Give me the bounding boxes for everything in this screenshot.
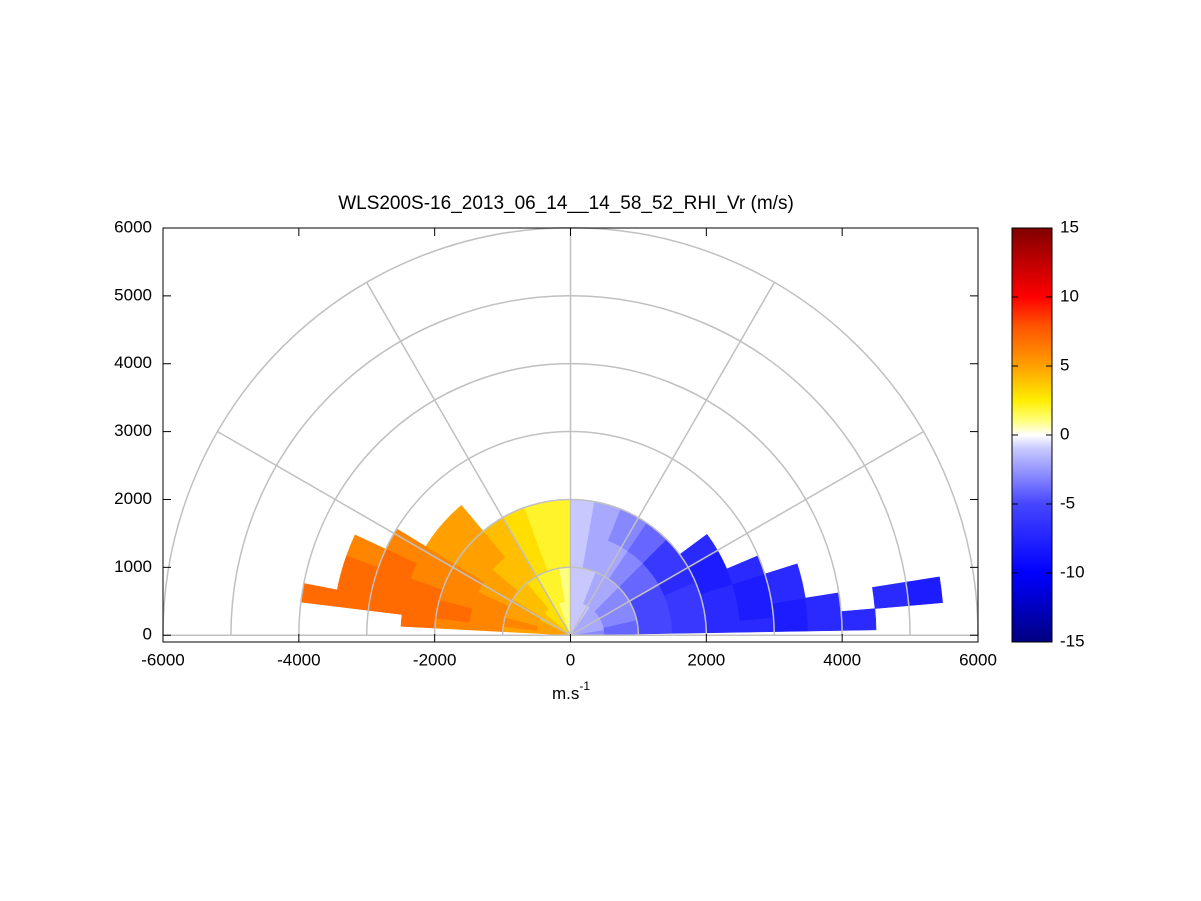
- y-tick-label: 3000: [114, 421, 152, 440]
- y-tick-label: 5000: [114, 285, 152, 304]
- x-tick-label: -6000: [141, 650, 184, 669]
- colorbar-tick-label: 0: [1060, 424, 1069, 443]
- y-tick-label: 2000: [114, 489, 152, 508]
- polar-spoke: [570, 430, 924, 636]
- polar-spoke: [217, 430, 571, 636]
- colorbar-tick-label: -15: [1060, 631, 1085, 650]
- colorbar-tick-label: 10: [1060, 286, 1079, 305]
- colorbar-tick-label: -10: [1060, 562, 1085, 581]
- x-tick-label: -2000: [413, 650, 456, 669]
- x-tick-label: 0: [566, 650, 575, 669]
- x-tick-label: 4000: [823, 650, 861, 669]
- chart-title: WLS200S-16_2013_06_14__14_58_52_RHI_Vr (…: [338, 193, 794, 214]
- colorbar-tick-label: 5: [1060, 355, 1069, 374]
- velocity-cell: [807, 611, 843, 632]
- x-tick-label: -4000: [277, 650, 320, 669]
- colorbar-tick-label: -5: [1060, 493, 1075, 512]
- y-tick-label: 0: [143, 625, 152, 644]
- polar-spoke: [366, 282, 572, 636]
- y-tick-label: 6000: [114, 217, 152, 236]
- polar-spoke: [569, 282, 775, 636]
- colorbar-tick-label: 15: [1060, 217, 1079, 236]
- y-tick-label: 1000: [114, 557, 152, 576]
- y-tick-label: 4000: [114, 353, 152, 372]
- velocity-cell: [905, 576, 943, 606]
- x-axis-label-sup: -1: [579, 679, 590, 693]
- x-axis-label: m.s-1: [552, 679, 590, 703]
- x-tick-label: 2000: [687, 650, 725, 669]
- x-tick-label: 6000: [959, 650, 997, 669]
- velocity-cell: [840, 608, 877, 631]
- x-axis-label-base: m.s: [552, 684, 579, 703]
